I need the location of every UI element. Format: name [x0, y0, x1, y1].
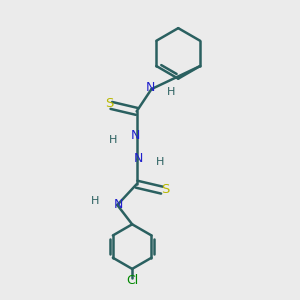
Text: H: H	[167, 87, 175, 97]
Text: N: N	[145, 81, 155, 94]
Text: N: N	[113, 198, 123, 211]
Text: H: H	[156, 157, 165, 167]
Text: H: H	[91, 196, 99, 206]
Text: N: N	[134, 152, 143, 164]
Text: Cl: Cl	[126, 274, 138, 287]
Text: S: S	[105, 98, 113, 110]
Text: S: S	[161, 183, 169, 196]
Text: N: N	[130, 129, 140, 142]
Text: H: H	[109, 135, 117, 145]
